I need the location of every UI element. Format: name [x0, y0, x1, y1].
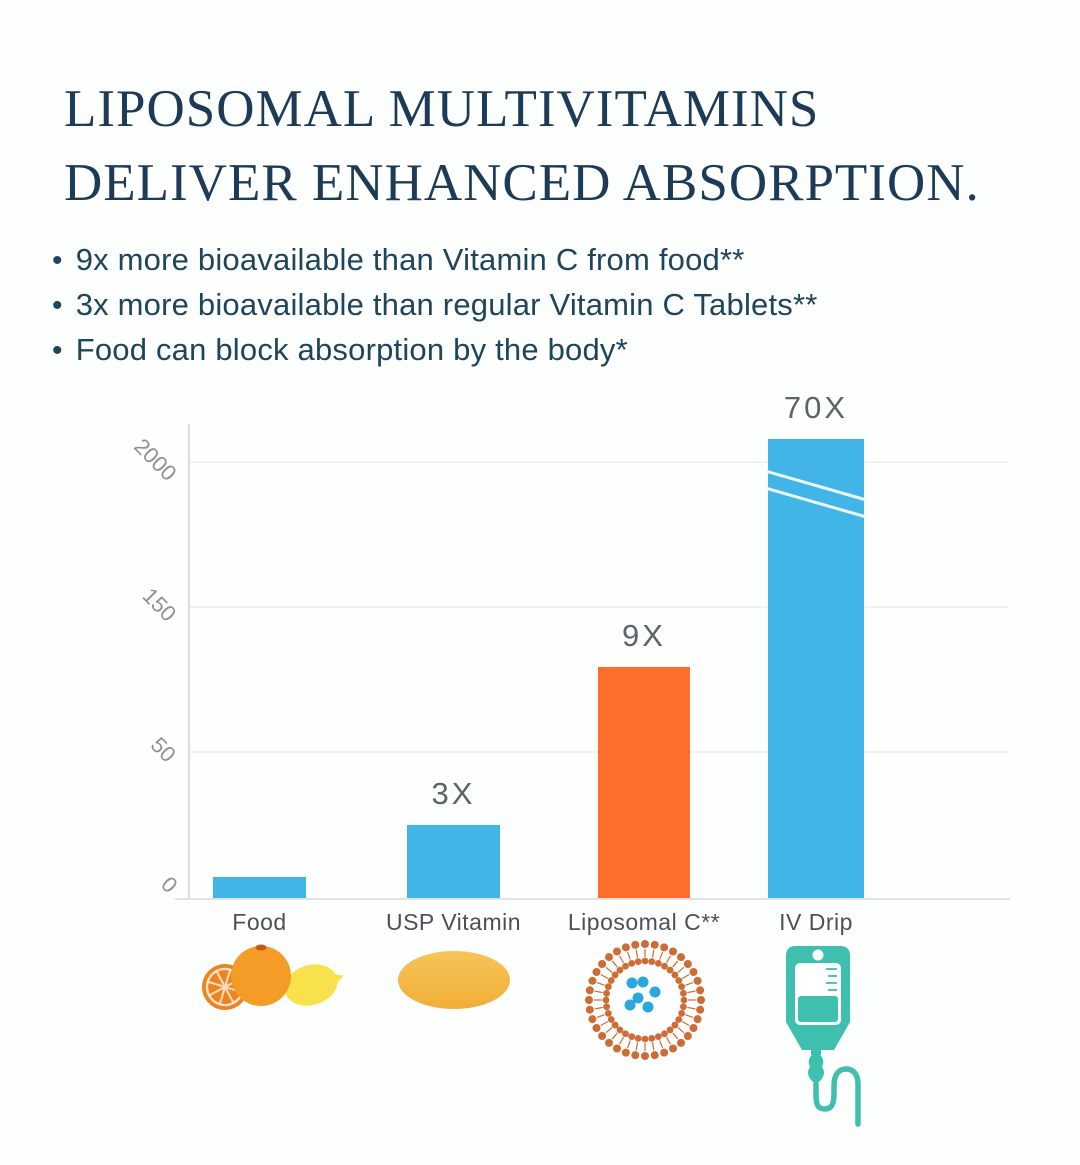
title-line-1: LIPOSOMAL MULTIVITAMINS	[64, 80, 820, 138]
bar-usp-vitamin	[407, 825, 500, 898]
bullet-text: Food can block absorption by the body*	[75, 332, 628, 367]
gridline-0	[190, 461, 1008, 463]
bullet-text: 9x more bioavailable than Vitamin C from…	[75, 242, 745, 277]
gridline-1	[190, 606, 1008, 608]
axis-break-line-2	[765, 486, 867, 519]
bullet-dot: •	[52, 289, 63, 322]
bullet-list: • 9x more bioavailable than Vitamin C fro…	[52, 238, 818, 373]
value-label-3x: 3X	[431, 776, 476, 811]
bullet-item-3: • Food can block absorption by the body*	[52, 328, 818, 373]
y-tick-50: 50	[145, 732, 181, 768]
liposome-icon	[585, 940, 705, 1060]
value-label-70x: 70X	[783, 390, 849, 425]
iv-drip-icon	[786, 946, 861, 1127]
value-label-9x: 9X	[622, 618, 666, 653]
bullet-text: 3x more bioavailable than regular Vitami…	[75, 287, 818, 322]
bullet-item-2: • 3x more bioavailable than regular Vitam…	[52, 283, 818, 328]
bar-food	[213, 877, 306, 898]
y-tick-2000: 2000	[129, 433, 182, 486]
x-label-liposomal-c: Liposomal C**	[567, 909, 721, 935]
x-label-food: Food	[232, 909, 287, 935]
bullet-dot: •	[52, 244, 63, 277]
food-icon	[202, 944, 344, 1010]
title-line-2: DELIVER ENHANCED ABSORPTION.	[64, 154, 980, 212]
page-title: LIPOSOMAL MULTIVITAMINS DELIVER ENHANCED…	[64, 72, 980, 220]
bullet-item-1: • 9x more bioavailable than Vitamin C fro…	[52, 238, 818, 283]
bar-liposomal-c	[598, 667, 690, 898]
x-label-usp-vitamin: USP Vitamin	[385, 909, 522, 935]
axis-break-line-1	[765, 469, 867, 502]
y-axis-line	[188, 424, 190, 900]
x-axis-line	[175, 898, 1010, 900]
bar-iv-drip	[765, 439, 867, 898]
x-label-iv-drip: IV Drip	[779, 909, 853, 935]
bullet-dot: •	[52, 334, 63, 367]
vitamin-tablet-icon	[398, 951, 510, 1009]
